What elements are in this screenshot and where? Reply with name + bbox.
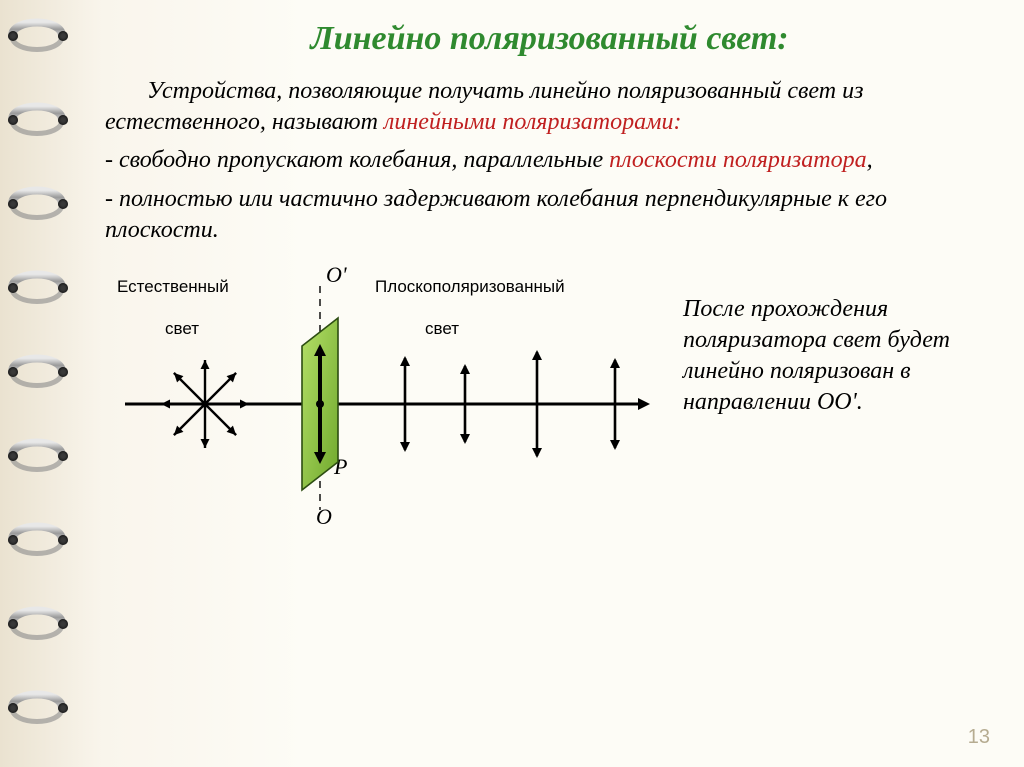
page-title: Линейно поляризованный свет:	[105, 20, 994, 58]
lower-row: Естественный свет Плоскополяризованный свет…	[105, 254, 994, 534]
polarization-diagram: Естественный свет Плоскополяризованный свет…	[105, 254, 665, 534]
page-number: 13	[968, 726, 990, 749]
svg-text:O': O'	[326, 262, 347, 287]
paragraph-1: Устройства, позволяющие получать линейно…	[105, 76, 994, 137]
slide-page: Линейно поляризованный свет: Устройства,…	[0, 0, 1024, 767]
svg-text:Плоскополяризованный: Плоскополяризованный	[375, 277, 565, 296]
paragraph-3: - полностью или частично задерживают кол…	[105, 184, 994, 245]
paragraph-2: - свободно пропускают колебания, паралле…	[105, 145, 994, 176]
content-area: Линейно поляризованный свет: Устройства,…	[105, 20, 994, 747]
p2-text-c: ,	[867, 147, 873, 173]
paragraph-4: После прохождения поляризатора свет буде…	[665, 254, 994, 419]
svg-text:свет: свет	[165, 319, 199, 338]
svg-text:O: O	[316, 504, 332, 529]
spiral-binding	[0, 0, 90, 767]
svg-text:свет: свет	[425, 319, 459, 338]
p1-text-b: линейными поляризаторами:	[384, 109, 682, 135]
p2-text-b: плоскости поляризатора	[609, 147, 866, 173]
svg-text:Естественный: Естественный	[117, 277, 229, 296]
p2-text-a: - свободно пропускают колебания, паралле…	[105, 147, 609, 173]
